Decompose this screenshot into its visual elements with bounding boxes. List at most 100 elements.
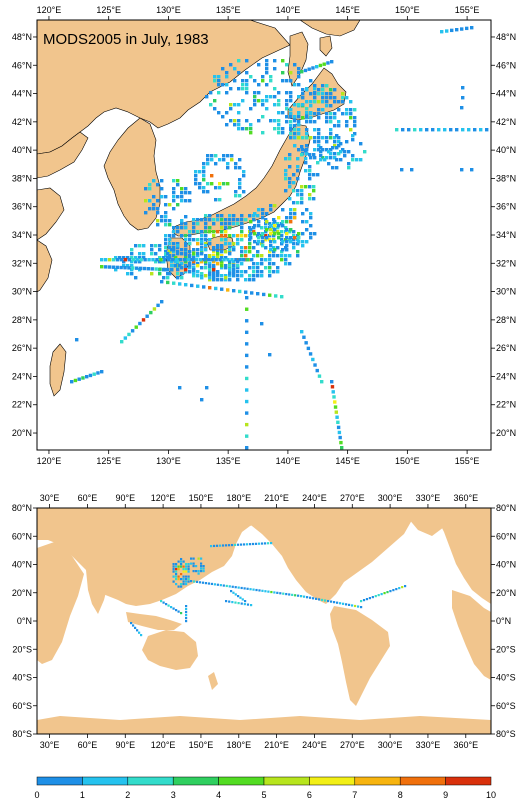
- data-cell: [234, 194, 238, 198]
- data-cell: [198, 186, 202, 190]
- data-cell: [284, 169, 288, 173]
- data-cell: [204, 260, 208, 264]
- colorbar-swatch: [309, 776, 356, 786]
- data-cell: [220, 250, 224, 254]
- data-cell: [305, 128, 309, 132]
- data-cell: [249, 588, 252, 591]
- lat-tick-label: 42°N: [12, 117, 32, 127]
- data-cell: [467, 128, 471, 132]
- data-cell: [250, 291, 254, 295]
- data-cell: [277, 236, 281, 240]
- data-cell: [256, 274, 260, 278]
- data-cell: [234, 601, 237, 604]
- data-cell: [351, 604, 354, 607]
- data-cell: [296, 169, 300, 173]
- data-cell: [276, 222, 280, 226]
- data-cell: [243, 603, 246, 606]
- data-cell: [236, 242, 240, 246]
- data-cell: [225, 83, 229, 87]
- data-cell: [214, 198, 218, 202]
- data-cell: [185, 563, 188, 566]
- data-cell: [175, 563, 178, 566]
- data-cell: [185, 617, 188, 620]
- data-cell: [332, 395, 336, 399]
- data-cell: [111, 258, 116, 262]
- data-cell: [226, 288, 230, 292]
- data-cell: [196, 222, 200, 226]
- data-cell: [261, 212, 265, 216]
- data-cell: [207, 582, 211, 585]
- data-cell: [293, 103, 297, 107]
- data-cell: [265, 220, 269, 224]
- data-cell: [208, 254, 212, 258]
- data-cell: [196, 238, 200, 242]
- data-cell: [237, 119, 241, 123]
- data-cell: [222, 154, 226, 158]
- lon-tick-label: 155°E: [455, 5, 480, 15]
- lon-tick-label: 240°E: [302, 493, 327, 503]
- data-cell: [329, 120, 333, 124]
- data-cell: [301, 103, 305, 107]
- data-cell: [261, 240, 265, 244]
- data-cell: [200, 565, 203, 568]
- data-cell: [272, 246, 276, 250]
- data-cell: [339, 150, 343, 154]
- data-cell: [188, 264, 192, 268]
- data-cell: [194, 178, 198, 182]
- data-cell: [237, 127, 241, 131]
- data-cell: [244, 254, 248, 258]
- data-cell: [220, 246, 224, 250]
- data-cell: [175, 573, 178, 576]
- data-cell: [333, 88, 337, 92]
- data-cell: [437, 128, 441, 132]
- data-cell: [249, 228, 253, 232]
- data-cell: [228, 264, 232, 268]
- data-cell: [219, 584, 222, 587]
- data-cell: [178, 258, 183, 262]
- data-cell: [343, 150, 347, 154]
- data-cell: [233, 67, 237, 71]
- data-cell: [301, 244, 305, 248]
- data-cell: [288, 238, 292, 242]
- data-cell: [178, 282, 182, 286]
- data-cell: [293, 208, 297, 212]
- data-cell: [268, 250, 272, 254]
- data-cell: [204, 244, 208, 248]
- data-cell: [246, 543, 249, 546]
- data-cell: [272, 222, 276, 226]
- data-cell: [248, 274, 252, 278]
- data-cell: [341, 92, 345, 96]
- data-cell: [154, 267, 158, 271]
- data-cell: [277, 91, 281, 95]
- data-cell: [240, 254, 244, 258]
- data-cell: [224, 278, 228, 282]
- data-cell: [317, 132, 321, 136]
- data-cell: [252, 278, 256, 282]
- data-cell: [479, 128, 483, 132]
- data-cell: [220, 266, 224, 270]
- data-cell: [158, 260, 162, 264]
- data-cell: [257, 208, 261, 212]
- data-cell: [214, 258, 218, 262]
- data-cell: [281, 111, 285, 115]
- lat-tick-label: 80°S: [496, 729, 516, 739]
- lon-tick-label: 145°E: [335, 456, 360, 466]
- data-cell: [170, 260, 174, 264]
- data-cell: [288, 177, 292, 181]
- data-cell: [269, 79, 273, 83]
- data-cell: [122, 260, 126, 264]
- data-cell: [229, 119, 233, 123]
- data-cell: [264, 258, 268, 262]
- data-cell: [237, 87, 241, 91]
- data-cell: [174, 264, 178, 268]
- data-cell: [330, 60, 334, 64]
- data-cell: [272, 270, 276, 274]
- colorbar: 0 1 2 3 4 5 6 7 8 9 10: [34, 776, 496, 800]
- data-cell: [349, 116, 353, 120]
- data-cell: [228, 278, 232, 282]
- data-cell: [273, 232, 277, 236]
- data-cell: [280, 238, 284, 242]
- data-cell: [236, 234, 240, 238]
- data-cell: [470, 168, 474, 172]
- data-cell: [272, 262, 276, 266]
